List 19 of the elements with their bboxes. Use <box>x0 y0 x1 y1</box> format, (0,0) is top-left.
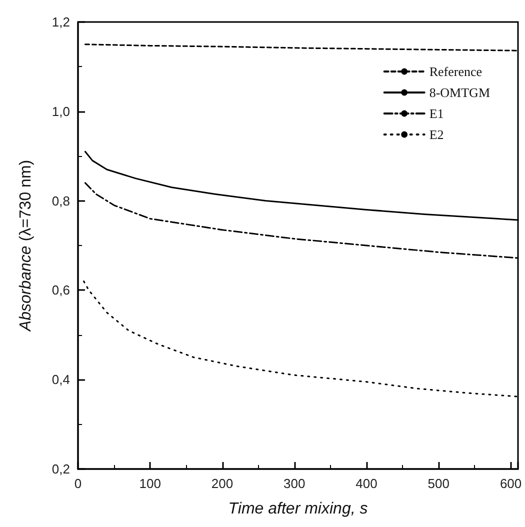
y-tick-label: 1,2 <box>52 14 70 30</box>
x-tick-label: 400 <box>356 476 378 491</box>
y-axis-title: Absorbance (λ=730 nm) <box>18 160 34 332</box>
legend-label: 8-OMTGM <box>429 85 490 100</box>
y-tick-label: 0,8 <box>52 193 70 208</box>
y-tick-label: 1,0 <box>52 104 70 119</box>
y-tick-label: 0,6 <box>52 282 70 298</box>
legend-label: Reference <box>429 64 482 79</box>
x-axis-title: Time after mixing, s <box>228 500 368 518</box>
x-tick-label: 300 <box>284 476 306 491</box>
legend-label: E1 <box>429 106 444 121</box>
y-tick-label: 0,4 <box>52 372 70 388</box>
x-tick-label: 0 <box>74 476 82 491</box>
x-tick-label: 100 <box>139 476 161 491</box>
x-tick-label: 200 <box>211 476 234 491</box>
legend-label: E2 <box>429 127 444 142</box>
y-tick-label: 0,2 <box>52 462 70 476</box>
x-tick-label: 500 <box>428 476 450 491</box>
x-tick-label: 600 <box>500 476 522 491</box>
